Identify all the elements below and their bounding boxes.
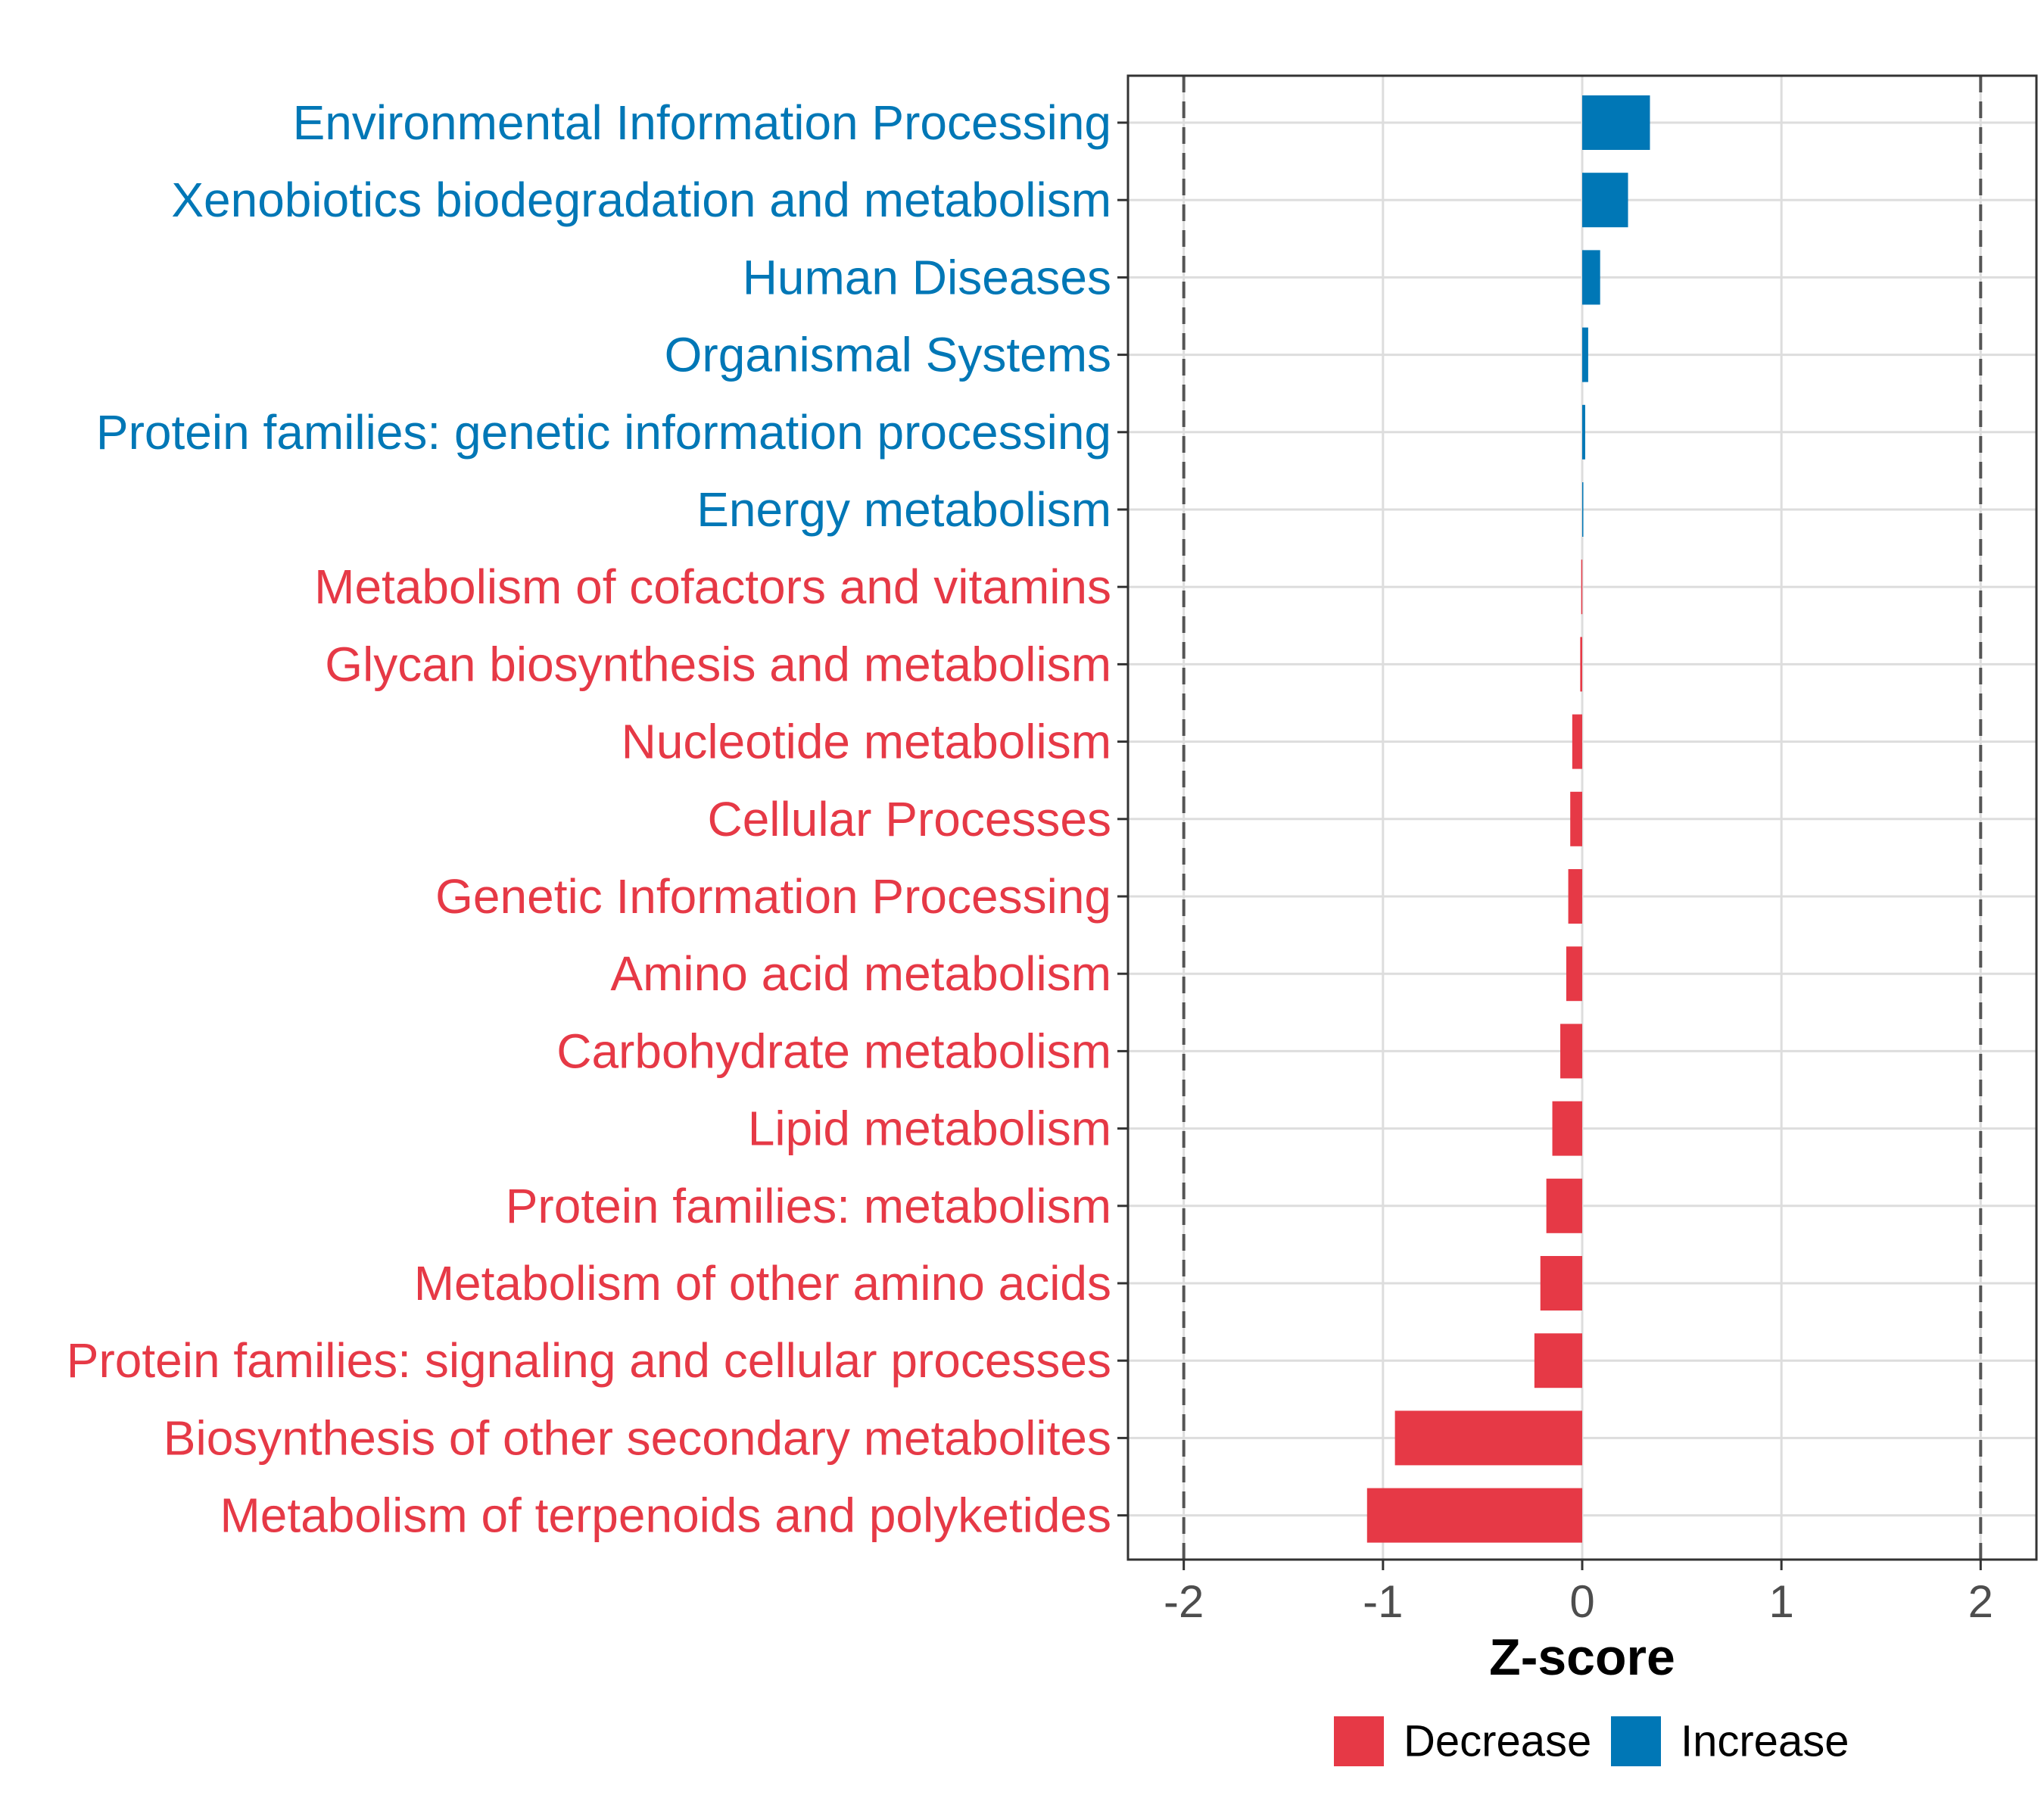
x-tick-label: 2 (1968, 1576, 1993, 1627)
category-label: Human Diseases (743, 250, 1111, 304)
category-label: Cellular Processes (707, 792, 1111, 846)
x-tick-label: -2 (1164, 1576, 1204, 1627)
category-label: Metabolism of terpenoids and polyketides (220, 1488, 1111, 1543)
category-label: Genetic Information Processing (435, 869, 1111, 924)
category-label: Protein families: genetic information pr… (96, 405, 1111, 460)
category-label: Environmental Information Processing (293, 95, 1111, 150)
bar (1560, 1024, 1582, 1079)
category-label: Nucleotide metabolism (622, 715, 1111, 769)
bar (1534, 1333, 1582, 1388)
legend-swatch-decrease (1334, 1716, 1384, 1766)
category-label: Metabolism of cofactors and vitamins (314, 559, 1111, 614)
category-label: Metabolism of other amino acids (414, 1256, 1111, 1311)
legend-label-increase: Increase (1681, 1717, 1849, 1766)
category-label: Xenobiotics biodegradation and metabolis… (171, 173, 1111, 227)
bar (1581, 559, 1583, 615)
bar (1572, 714, 1582, 769)
x-tick-label: 0 (1569, 1576, 1594, 1627)
bar (1580, 637, 1582, 692)
bar (1582, 482, 1584, 537)
bar (1570, 791, 1582, 846)
category-label: Protein families: metabolism (506, 1179, 1111, 1233)
legend-label-decrease: Decrease (1404, 1717, 1591, 1766)
x-tick-label: -1 (1363, 1576, 1403, 1627)
bar (1546, 1178, 1582, 1233)
bar (1540, 1256, 1582, 1311)
x-tick-label: 1 (1768, 1576, 1793, 1627)
bar (1582, 95, 1650, 150)
bar (1366, 1488, 1582, 1543)
bar (1394, 1410, 1582, 1466)
category-label: Protein families: signaling and cellular… (67, 1333, 1111, 1388)
category-label: Glycan biosynthesis and metabolism (325, 637, 1111, 691)
category-label: Organismal Systems (665, 328, 1111, 382)
category-label: Carbohydrate metabolism (556, 1024, 1111, 1078)
bar (1582, 404, 1585, 460)
category-label: Biosynthesis of other secondary metaboli… (164, 1410, 1111, 1465)
category-label: Lipid metabolism (748, 1102, 1111, 1156)
bar (1582, 173, 1628, 228)
bar (1568, 869, 1582, 924)
bar (1566, 946, 1582, 1002)
category-label: Energy metabolism (696, 482, 1111, 537)
bar (1552, 1101, 1582, 1156)
bar (1582, 327, 1588, 382)
bar (1582, 250, 1600, 305)
legend-swatch-increase (1611, 1716, 1661, 1766)
x-axis-title: Z-score (1489, 1628, 1675, 1686)
category-label: Amino acid metabolism (610, 946, 1111, 1001)
